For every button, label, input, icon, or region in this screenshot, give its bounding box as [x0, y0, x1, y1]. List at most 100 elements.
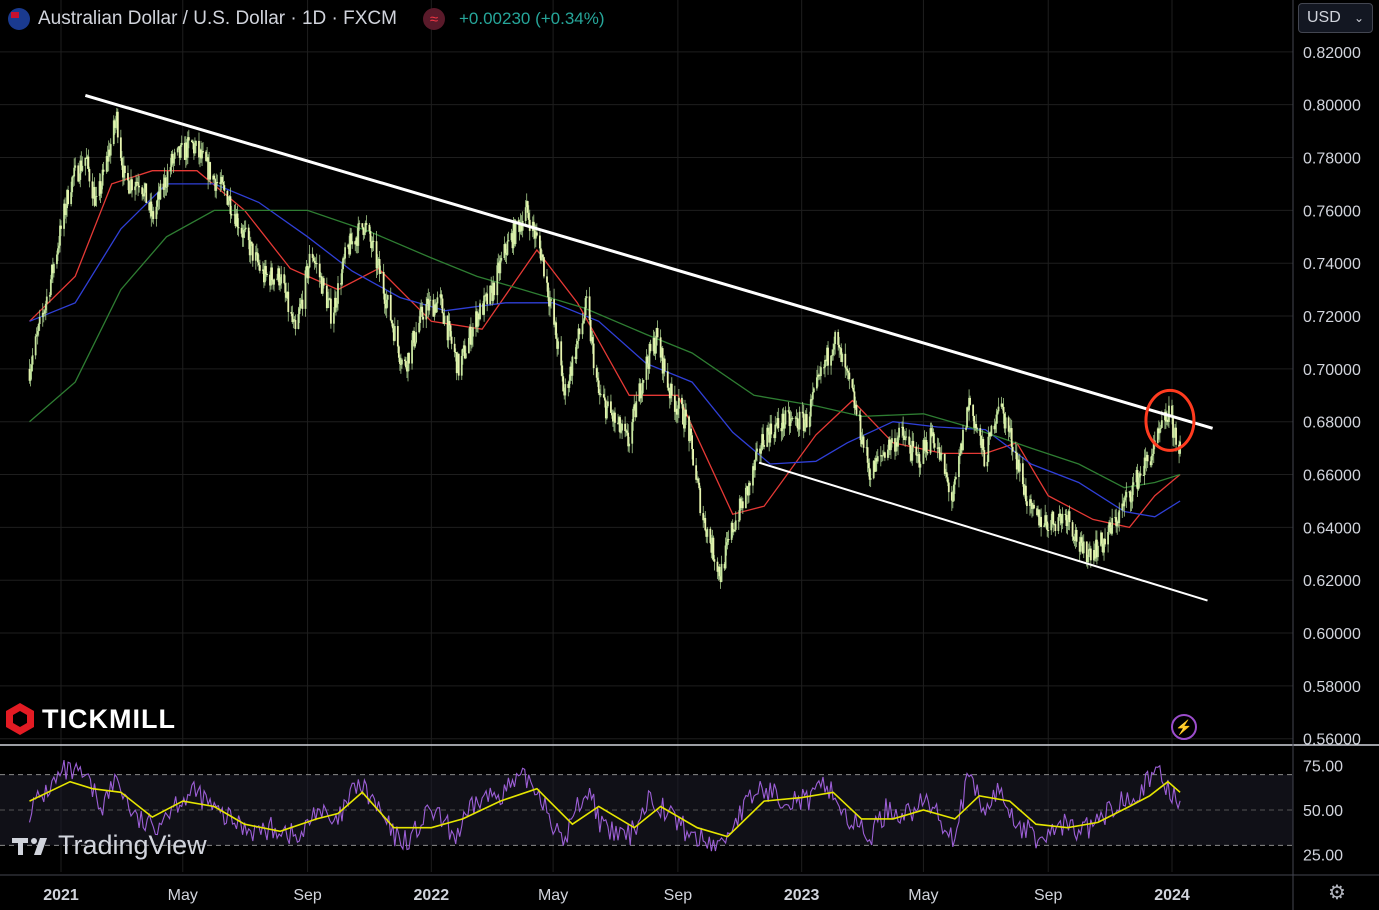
candle-body — [887, 449, 889, 458]
candle-body — [177, 146, 180, 149]
candle-body — [427, 298, 430, 311]
candle-body — [944, 472, 947, 474]
candle-body — [967, 407, 969, 411]
candle-body — [1117, 521, 1120, 524]
candle-body — [550, 299, 552, 301]
candle-body — [704, 518, 707, 531]
candle-body — [454, 351, 457, 353]
candle-body — [460, 355, 463, 376]
candle-body — [51, 264, 54, 274]
candle-body — [761, 434, 763, 450]
candle-body — [1146, 454, 1149, 462]
candle-body — [236, 213, 239, 228]
candle-body — [962, 429, 964, 450]
candle-body — [739, 498, 742, 509]
candle-body — [560, 341, 563, 366]
candle-body — [848, 372, 851, 380]
candle-body — [915, 446, 918, 456]
candle-body — [198, 140, 200, 158]
candle-body — [489, 285, 492, 305]
approx-icon[interactable]: ≈ — [422, 8, 445, 30]
lightning-icon[interactable]: ⚡ — [1171, 714, 1197, 740]
candle-body — [356, 237, 359, 246]
chevron-down-icon: ⌄ — [1353, 11, 1364, 25]
candle-body — [632, 408, 635, 423]
candle-body — [868, 468, 871, 480]
gear-icon[interactable]: ⚙ — [1328, 881, 1346, 904]
candle-body — [840, 348, 843, 363]
candle-body — [264, 265, 266, 283]
candle-body — [930, 428, 933, 437]
rsi-tick-label: 50.00 — [1303, 803, 1343, 820]
candle-body — [712, 537, 715, 560]
candle-body — [492, 282, 495, 301]
candle-body — [73, 167, 76, 177]
candle-body — [940, 453, 943, 455]
candle-body — [1102, 543, 1104, 553]
tickmill-logo: TICKMILL — [4, 702, 176, 736]
candle-body — [597, 380, 600, 394]
candle-body — [194, 145, 196, 154]
candle-body — [976, 428, 979, 430]
candle-body — [845, 367, 848, 369]
candle-body — [532, 221, 535, 231]
candle-body — [905, 436, 908, 438]
candle-body — [108, 149, 111, 156]
candle-body — [297, 314, 300, 329]
candle-body — [931, 432, 934, 437]
candle-body — [1137, 477, 1140, 490]
candle-body — [589, 319, 592, 342]
candle-body — [206, 157, 209, 161]
candle-body — [659, 337, 662, 358]
symbol-title[interactable]: Australian Dollar / U.S. Dollar · 1D · F… — [38, 8, 397, 29]
candle-body — [881, 455, 884, 457]
candle-body — [676, 408, 679, 415]
candle-body — [277, 268, 280, 279]
candle-body — [567, 384, 570, 388]
candle-body — [791, 418, 794, 420]
candle-body — [266, 274, 268, 276]
candle-body — [598, 393, 601, 395]
candle-body — [1139, 473, 1142, 476]
candle-body — [180, 142, 183, 146]
candle-body — [696, 478, 699, 480]
candle-body — [633, 404, 636, 409]
candle-body — [917, 454, 920, 456]
candle-body — [307, 267, 310, 279]
candle-body — [405, 361, 407, 368]
y-tick-label: 0.74000 — [1303, 256, 1361, 273]
candle-body — [746, 486, 749, 496]
candle-body — [695, 465, 698, 480]
candle-body — [852, 387, 855, 392]
candle-body — [897, 437, 899, 447]
candle-body — [155, 206, 158, 219]
candle-body — [1095, 539, 1097, 559]
candle-body — [961, 443, 963, 450]
candle-body — [812, 388, 815, 393]
candle-body — [1011, 446, 1014, 452]
candle-body — [382, 272, 385, 294]
candle-body — [853, 391, 856, 409]
candle-body — [685, 409, 687, 417]
candle-body — [592, 343, 595, 369]
candle-body — [151, 211, 154, 217]
candle-body — [1058, 513, 1061, 518]
candle-body — [216, 182, 219, 184]
currency-select[interactable]: USD ⌄ — [1298, 3, 1373, 33]
candle-body — [993, 425, 996, 430]
candle-body — [124, 165, 126, 174]
candle-body — [66, 190, 68, 209]
candle-body — [166, 171, 169, 187]
candle-body — [675, 408, 678, 415]
candle-body — [538, 235, 541, 249]
candle-body — [212, 175, 215, 180]
candle-body — [228, 196, 231, 201]
candle-body — [590, 337, 593, 342]
candle-body — [605, 406, 608, 419]
candle-body — [371, 240, 374, 249]
candle-body — [237, 227, 240, 229]
candle-body — [880, 455, 883, 457]
candle-body — [284, 283, 287, 293]
candle-body — [762, 434, 765, 446]
